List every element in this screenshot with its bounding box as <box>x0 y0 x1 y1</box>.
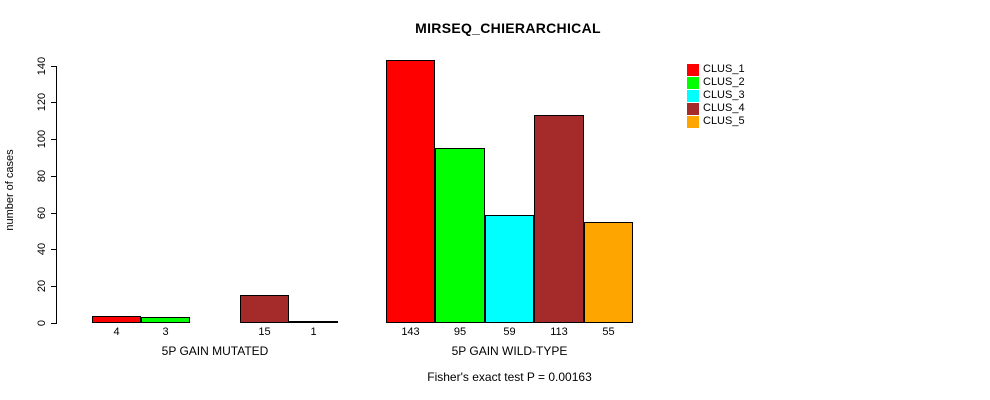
legend-label-CLUS_1: CLUS_1 <box>703 63 745 75</box>
bar-CLUS_4-wildtype <box>534 115 584 323</box>
group-label-wildtype: 5P GAIN WILD-TYPE <box>451 344 568 358</box>
y-axis-tick <box>51 65 56 67</box>
y-axis-line <box>56 65 57 324</box>
y-axis-tick-label: 40 <box>36 243 48 256</box>
bar-value-label: 15 <box>258 326 271 338</box>
legend-swatch-CLUS_4 <box>687 103 699 115</box>
bar-CLUS_2-wildtype <box>435 148 485 323</box>
legend-swatch-CLUS_2 <box>687 77 699 89</box>
y-axis-label: number of cases <box>4 149 16 231</box>
group-label-mutated: 5P GAIN MUTATED <box>161 344 269 358</box>
legend-swatch-CLUS_5 <box>687 116 699 128</box>
y-axis-tick <box>51 323 56 324</box>
legend-label-CLUS_3: CLUS_3 <box>703 89 745 101</box>
bar-value-label: 4 <box>113 326 120 338</box>
chart-title: MIRSEQ_CHIERARCHICAL <box>415 20 601 36</box>
y-axis-tick-label: 80 <box>36 169 48 183</box>
bar-CLUS_1-wildtype <box>386 60 435 323</box>
bar-CLUS_3-wildtype <box>485 215 534 323</box>
bar-value-label: 3 <box>162 326 169 338</box>
legend-label-CLUS_4: CLUS_4 <box>703 102 745 114</box>
bar-value-label: 143 <box>401 326 420 338</box>
y-axis-tick-label: 100 <box>36 129 48 149</box>
legend-label-CLUS_5: CLUS_5 <box>703 115 745 127</box>
legend-label-CLUS_2: CLUS_2 <box>703 76 745 88</box>
y-axis-tick-label: 60 <box>36 206 48 219</box>
y-axis-tick-label: 140 <box>36 56 48 75</box>
bar-CLUS_4-mutated <box>240 295 289 323</box>
y-axis-tick-label: 20 <box>36 280 48 293</box>
legend-swatch-CLUS_3 <box>687 90 699 102</box>
y-axis-tick <box>51 212 56 214</box>
legend-swatch-CLUS_1 <box>687 64 699 76</box>
bar-CLUS_1-mutated <box>92 316 141 323</box>
bar-value-label: 95 <box>453 326 467 338</box>
bar-CLUS_5-mutated <box>289 321 338 323</box>
y-axis-tick <box>51 286 56 288</box>
bar-value-label: 113 <box>550 326 568 338</box>
bar-CLUS_2-mutated <box>141 317 190 323</box>
y-axis-tick <box>51 249 56 251</box>
bar-value-label: 55 <box>602 326 615 338</box>
bar-value-label: 1 <box>310 326 317 338</box>
y-axis-tick <box>51 175 56 177</box>
fisher-test-note: Fisher's exact test P = 0.00163 <box>427 370 592 384</box>
y-axis-tick <box>51 139 56 141</box>
y-axis-tick-label: 0 <box>36 319 48 327</box>
y-axis-tick-label: 120 <box>36 93 48 112</box>
y-axis-tick <box>51 102 56 104</box>
bar-CLUS_5-wildtype <box>584 222 633 323</box>
bar-value-label: 59 <box>503 326 516 338</box>
